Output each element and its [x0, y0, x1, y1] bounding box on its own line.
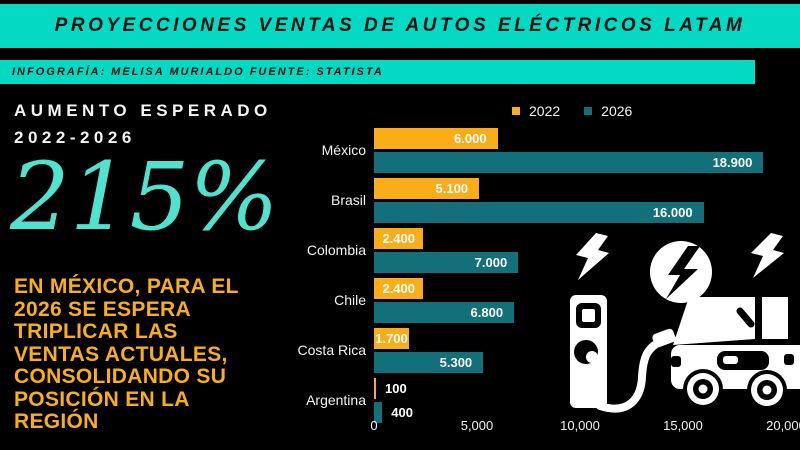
bar-value-label: 100 [385, 381, 407, 396]
legend-item-2022: 2022 [512, 103, 560, 119]
credits-strip: INFOGRAFÍA: MELISA MURIALDO FUENTE: STAT… [0, 60, 755, 84]
x-axis-tick-label: 0 [370, 418, 378, 433]
bar-value-label: 6.800 [470, 305, 504, 320]
insight-text: EN MÉXICO, PARA EL 2026 SE ESPERA TRIPLI… [14, 275, 239, 433]
ev-icons-cluster [570, 233, 800, 413]
category-label: Costa Rica [297, 342, 366, 358]
big-stat-value: 215% [10, 143, 279, 252]
bar-2022-Brasil [374, 178, 480, 199]
stat-heading: AUMENTO ESPERADO 2022-2026 [14, 101, 272, 147]
bar-2026-Argentina [374, 402, 383, 423]
bar-2026-Colombia [374, 252, 519, 273]
legend-label-2026: 2026 [601, 103, 633, 119]
credits-text: INFOGRAFÍA: MELISA MURIALDO FUENTE: STAT… [12, 66, 384, 78]
bar-value-label: 16.000 [652, 205, 693, 220]
bar-2022-Costa Rica [374, 328, 410, 349]
bar-2026-México [374, 152, 764, 173]
header-banner: PROYECCIONES VENTAS DE AUTOS ELÉCTRICOS … [0, 4, 800, 48]
bar-value-label: 1.700 [375, 331, 408, 346]
legend-item-2026: 2026 [584, 103, 632, 119]
x-axis-tick-label: 5,000 [460, 418, 494, 433]
lightning-bolt-icon [576, 233, 609, 280]
charging-cable-icon [596, 328, 676, 413]
bar-value-label: 6.000 [454, 131, 487, 146]
category-label: Colombia [306, 242, 366, 258]
bar-2022-México [374, 128, 498, 149]
bar-2026-Costa Rica [374, 352, 484, 373]
category-label: Brasil [330, 192, 366, 208]
bar-value-label: 7.000 [474, 255, 508, 270]
category-label: Chile [334, 292, 366, 308]
bar-value-label: 400 [391, 405, 413, 420]
bar-value-label: 18.900 [712, 155, 753, 170]
bar-2022-Colombia [374, 228, 424, 249]
page-title: PROYECCIONES VENTAS DE AUTOS ELÉCTRICOS … [54, 15, 746, 36]
bar-value-label: 2.400 [382, 281, 415, 296]
bar-value-label: 5.100 [435, 181, 469, 196]
bar-2022-Chile [374, 278, 424, 299]
electric-car-icon [671, 297, 800, 410]
bar-value-label: 5.300 [439, 355, 473, 370]
bar-2026-Brasil [374, 202, 704, 223]
x-axis-tick-label: 10,000 [560, 418, 600, 433]
bar-2022-Argentina [374, 378, 377, 399]
bar-2026-Chile [374, 302, 515, 323]
legend-swatch-2022-icon [512, 107, 520, 115]
legend-label-2022: 2022 [529, 103, 561, 119]
x-axis-tick-label: 20,000 [766, 418, 800, 433]
lightning-bolt-icon [751, 233, 784, 278]
ev-charging-station-icon [570, 295, 607, 408]
legend-swatch-2026-icon [584, 107, 593, 115]
bar-value-label: 2.400 [382, 231, 415, 246]
category-label: Argentina [306, 392, 366, 408]
x-axis-tick-label: 15,000 [663, 418, 703, 433]
category-label: México [321, 142, 366, 158]
lightning-bolt-circle-icon [650, 241, 712, 303]
chart-legend: 2022 2026 [512, 103, 632, 119]
